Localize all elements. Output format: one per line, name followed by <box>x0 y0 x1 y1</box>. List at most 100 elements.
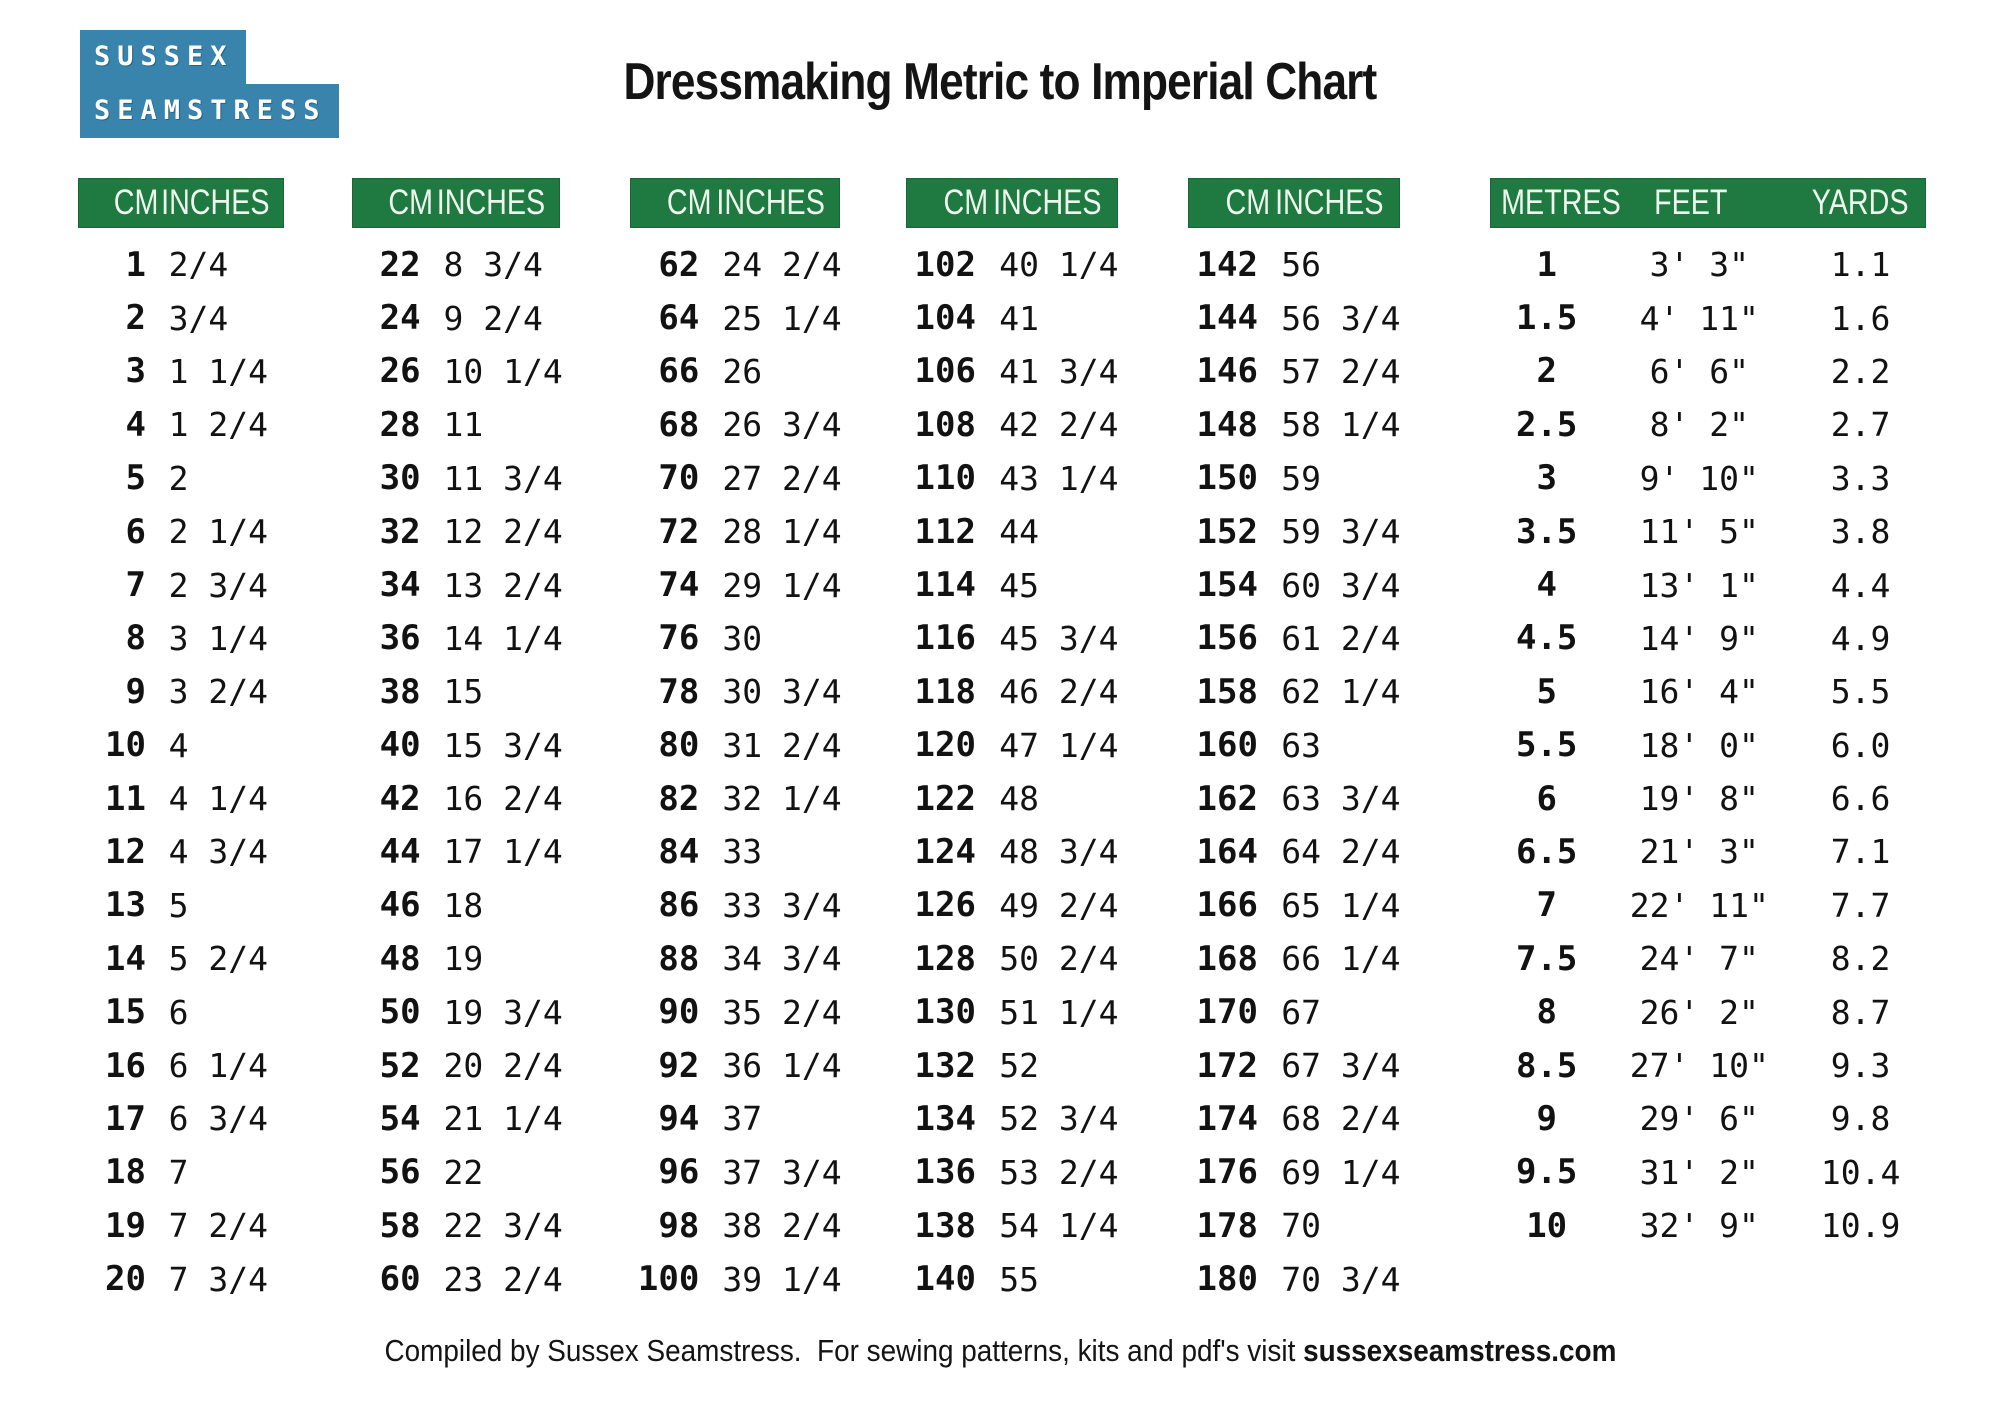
yards-value: 5.5 <box>1830 672 1891 712</box>
feet-value: 27' 10" <box>1629 1046 1769 1086</box>
cm-value: 54 <box>379 1098 421 1139</box>
inches-value: 68 2/4 <box>1281 1099 1401 1139</box>
table-row: 150 59 <box>1188 452 1400 505</box>
table-row: 11 4 1/4 <box>78 772 284 825</box>
yards-value: 9.3 <box>1830 1046 1891 1086</box>
table-row: 108 42 2/4 <box>906 398 1119 451</box>
inches-value: 24 2/4 <box>722 245 842 285</box>
inches-value: 47 1/4 <box>999 725 1119 765</box>
cm-value: 58 <box>379 1205 421 1246</box>
table-row: 24 9 2/4 <box>352 291 560 344</box>
table-row: 1 3' 3" 1.1 <box>1490 238 1926 291</box>
feet-value: 14' 9" <box>1639 618 1759 658</box>
cm-value: 166 <box>1196 885 1258 926</box>
table-row: 40 15 3/4 <box>352 719 563 772</box>
cm-value: 17 <box>105 1098 146 1139</box>
cm-value: 154 <box>1196 565 1258 606</box>
table-row: 28 11 <box>352 398 560 451</box>
inches-value: 32 1/4 <box>722 779 842 819</box>
inches-value: 52 3/4 <box>999 1099 1119 1139</box>
inches-value: 12 2/4 <box>443 512 563 552</box>
cm-value: 106 <box>914 351 976 392</box>
inches-value: 4 1/4 <box>168 779 268 819</box>
table-row: 126 49 2/4 <box>906 879 1119 932</box>
cm-value: 148 <box>1196 404 1258 445</box>
inches-value: 37 <box>722 1099 763 1139</box>
table-row: 84 33 <box>630 825 840 878</box>
cm-value: 70 <box>658 458 700 499</box>
table-row: 90 35 2/4 <box>630 985 841 1038</box>
yards-value: 1.6 <box>1830 298 1891 338</box>
cm-value: 46 <box>379 885 421 926</box>
table-row: 120 47 1/4 <box>906 719 1119 772</box>
inches-value: 46 2/4 <box>999 672 1119 712</box>
table-row: 22 8 3/4 <box>352 238 560 291</box>
cm-value: 110 <box>914 458 976 499</box>
table-row: 9.5 31' 2" 10.4 <box>1490 1146 1926 1199</box>
table-row: 19 7 2/4 <box>78 1199 284 1252</box>
inches-value: 1 2/4 <box>168 405 268 445</box>
cm-value: 152 <box>1196 511 1258 552</box>
table-row: 154 60 3/4 <box>1188 558 1401 611</box>
inches-value: 29 1/4 <box>722 565 842 605</box>
yards-value: 8.7 <box>1830 992 1891 1032</box>
table-row: 70 27 2/4 <box>630 452 841 505</box>
table-row: 5 16' 4" 5.5 <box>1490 665 1926 718</box>
table-row: 176 69 1/4 <box>1188 1146 1401 1199</box>
metres-value: 3 <box>1536 458 1557 499</box>
yards-value: 6.6 <box>1830 779 1891 819</box>
cm-value: 178 <box>1196 1205 1258 1246</box>
cm-value: 122 <box>914 778 976 819</box>
inches-value: 1 1/4 <box>168 351 268 391</box>
table-row: 112 44 <box>906 505 1118 558</box>
table-row: 36 14 1/4 <box>352 612 563 665</box>
table-row: 118 46 2/4 <box>906 665 1119 718</box>
table-row: 144 56 3/4 <box>1188 291 1401 344</box>
table-row: 86 33 3/4 <box>630 879 841 932</box>
inches-value: 13 2/4 <box>443 565 563 605</box>
yards-value: 9.8 <box>1830 1099 1891 1139</box>
table-row: 160 63 <box>1188 719 1400 772</box>
cm-value: 3 <box>125 351 146 392</box>
yards-value: 8.2 <box>1830 939 1891 979</box>
inches-value: 33 <box>722 832 763 872</box>
metres-value: 5.5 <box>1515 725 1578 766</box>
cm-value: 92 <box>658 1045 700 1086</box>
metres-value: 6 <box>1536 778 1557 819</box>
table-row: 164 64 2/4 <box>1188 825 1401 878</box>
cm-value: 94 <box>658 1098 700 1139</box>
inches-value: 39 1/4 <box>722 1259 842 1299</box>
feet-value: 6' 6" <box>1649 351 1749 391</box>
table-row: 58 22 3/4 <box>352 1199 563 1252</box>
inches-value: 2/4 <box>168 245 229 285</box>
cm-value: 156 <box>1196 618 1258 659</box>
feet-value: 3' 3" <box>1649 245 1749 285</box>
cm-value: 146 <box>1196 351 1258 392</box>
metres-value: 5 <box>1536 671 1557 712</box>
cm-value: 96 <box>658 1152 700 1193</box>
table-row: 2 3/4 <box>78 291 284 344</box>
inches-value: 59 <box>1281 458 1322 498</box>
cm-value: 100 <box>637 1259 700 1300</box>
table-row: 14 5 2/4 <box>78 932 284 985</box>
inches-value: 64 2/4 <box>1281 832 1401 872</box>
table-row: 162 63 3/4 <box>1188 772 1401 825</box>
inches-value: 40 1/4 <box>999 245 1119 285</box>
table-row: 32 12 2/4 <box>352 505 563 558</box>
table-row: 42 16 2/4 <box>352 772 563 825</box>
footer-website: sussexseamstress.com <box>1302 1333 1616 1368</box>
table-row: 44 17 1/4 <box>352 825 563 878</box>
table-row: 5 2 <box>78 452 284 505</box>
cm-value: 32 <box>379 511 421 552</box>
table-row: 3 9' 10" 3.3 <box>1490 452 1926 505</box>
table-row: 132 52 <box>906 1039 1118 1092</box>
table-row: 104 41 <box>906 291 1118 344</box>
cm-value: 136 <box>914 1152 976 1193</box>
feet-value: 29' 6" <box>1639 1099 1759 1139</box>
metres-value: 8 <box>1536 992 1557 1033</box>
cm-value: 26 <box>379 351 421 392</box>
footer-text: Compiled by Sussex Seamstress. For sewin… <box>384 1333 1616 1369</box>
table-row: 128 50 2/4 <box>906 932 1119 985</box>
cm-value: 20 <box>105 1259 146 1300</box>
cm-value: 138 <box>914 1205 976 1246</box>
